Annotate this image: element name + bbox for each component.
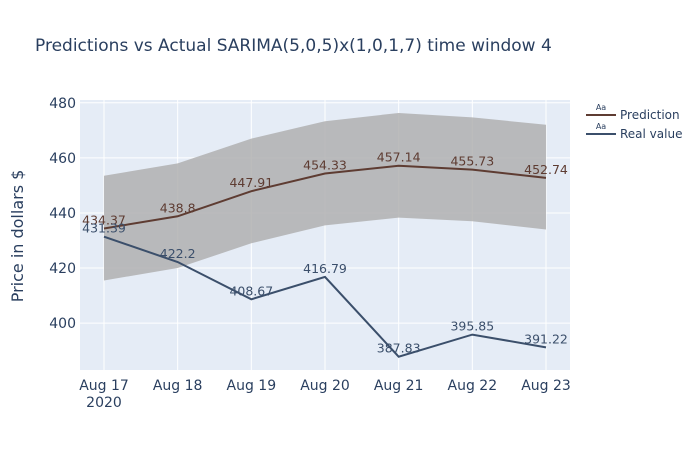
- data-label: 438.8: [160, 200, 196, 215]
- y-axis-title: Price in dollars $: [8, 170, 27, 303]
- chart-title: Predictions vs Actual SARIMA(5,0,5)x(1,0…: [35, 36, 552, 56]
- y-axis-ticks: 400 420 440 460 480: [49, 96, 76, 332]
- data-label: 408.67: [229, 283, 273, 298]
- data-label: 454.33: [303, 157, 347, 172]
- y-tick-label: 480: [49, 96, 76, 112]
- x-tick-label: Aug 23: [521, 378, 571, 394]
- data-label: 434.37: [82, 212, 126, 227]
- data-label: 431.39: [82, 221, 126, 236]
- data-label: 416.79: [303, 261, 347, 276]
- x-tick-year-label: 2020: [86, 395, 122, 411]
- data-label: 387.83: [377, 341, 421, 356]
- data-label: 391.22: [524, 331, 568, 346]
- data-label: 422.2: [160, 246, 196, 261]
- x-tick-label: Aug 20: [300, 378, 350, 394]
- series-line-real-value: [103, 235, 547, 358]
- legend-label: Real value: [620, 127, 682, 141]
- data-label: 447.91: [229, 175, 273, 190]
- data-label: 395.85: [450, 319, 494, 334]
- confidence-band: [104, 112, 546, 281]
- data-labels: 434.37 438.8 447.91 454.33 457.14 455.73 452.7…: [82, 150, 568, 356]
- data-label: 455.73: [450, 154, 494, 169]
- x-axis-ticks: Aug 17 Aug 18 Aug 19 Aug 20 Aug 21 Aug 22 Aug …: [79, 378, 571, 411]
- confidence-band-area: [104, 112, 546, 281]
- x-tick-label: Aug 18: [153, 378, 203, 394]
- x-tick-label: Aug 21: [374, 378, 424, 394]
- series-lines: [103, 164, 547, 358]
- data-label: 457.14: [377, 150, 421, 165]
- x-tick-label: Aug 19: [227, 378, 277, 394]
- legend-symbol: Aa: [596, 103, 606, 112]
- y-tick-label: 440: [49, 206, 76, 222]
- legend-label: Prediction: [620, 108, 680, 122]
- y-tick-label: 420: [49, 261, 76, 277]
- x-tick-label: Aug 17: [79, 378, 129, 394]
- legend-symbol: Aa: [596, 122, 606, 131]
- y-tick-label: 400: [49, 316, 76, 332]
- legend: Aa Prediction Aa Real value: [586, 103, 682, 141]
- y-tick-label: 460: [49, 151, 76, 167]
- data-label: 452.74: [524, 162, 568, 177]
- x-tick-label: Aug 22: [448, 378, 498, 394]
- series-line-prediction: [103, 164, 547, 230]
